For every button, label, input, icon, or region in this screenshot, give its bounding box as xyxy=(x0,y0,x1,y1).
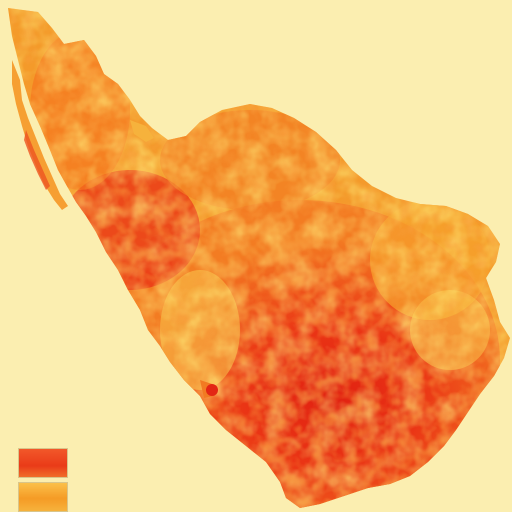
peninsula xyxy=(12,60,68,210)
coastal-islands xyxy=(130,120,218,398)
map-legend xyxy=(16,426,156,512)
legend-swatch-high xyxy=(18,448,68,478)
legend-swatch-medium xyxy=(18,482,68,512)
